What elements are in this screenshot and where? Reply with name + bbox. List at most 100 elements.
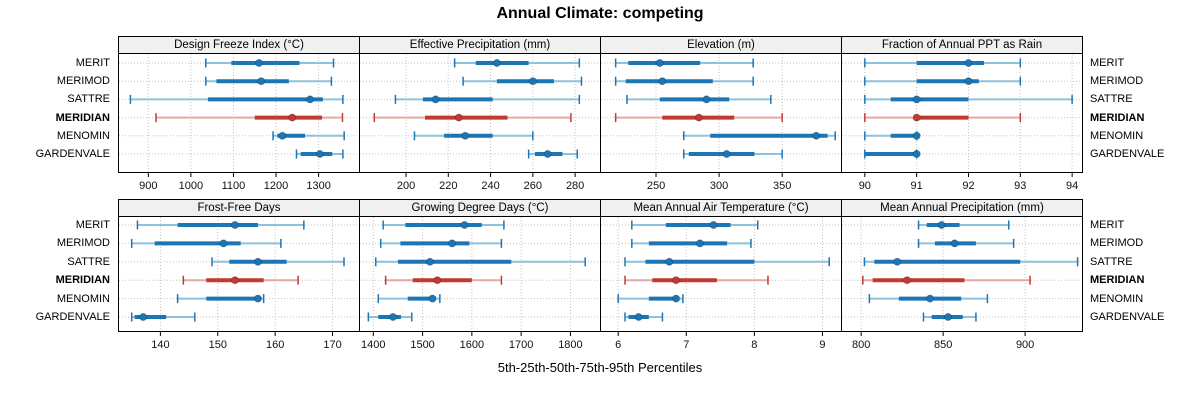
row-label-right-gardenvale: GARDENVALE: [1090, 148, 1165, 160]
median-dot: [543, 150, 552, 159]
median-dot: [460, 221, 469, 229]
median-dot: [944, 313, 953, 322]
row-label-left-gardenvale: GARDENVALE: [35, 311, 110, 323]
interval-frost-free-days-sattre: [211, 257, 345, 267]
interval-mean-annual-air-temperature-c-sattre: [624, 257, 830, 267]
interval-elevation-m-gardenvale: [683, 149, 783, 159]
axis-tick-label: 280: [566, 180, 584, 192]
median-dot: [528, 77, 537, 86]
median-dot: [431, 95, 440, 104]
median-dot: [253, 294, 262, 303]
row-label-right-menomin: MENOMIN: [1090, 292, 1144, 305]
interval-fraction-of-annual-ppt-as-rain-merimod: [864, 76, 1022, 86]
interval-design-freeze-index-c-gardenvale: [295, 149, 344, 159]
panel-strip-growing-degree-days-c: Growing Degree Days (°C): [359, 199, 601, 217]
median-dot: [912, 131, 921, 140]
interval-fraction-of-annual-ppt-as-rain-gardenvale: [864, 149, 921, 159]
axis-tick-label: 6: [615, 339, 621, 351]
interval-growing-degree-days-c-menomin: [377, 294, 441, 304]
axis-tick-label: 300: [710, 180, 728, 192]
row-label-left-sattre: SATTRE: [67, 255, 110, 268]
median-dot: [257, 77, 266, 86]
median-dot: [812, 131, 821, 140]
interval-mean-annual-air-temperature-c-menomin: [617, 294, 684, 304]
axis-tick-label: 150: [209, 339, 227, 351]
interval-fraction-of-annual-ppt-as-rain-sattre: [864, 94, 1073, 104]
median-dot: [722, 150, 731, 159]
median-dot: [903, 276, 912, 285]
median-dot: [926, 294, 935, 303]
axis-tick-label: 93: [1014, 180, 1026, 192]
panel-body-growing-degree-days-c: 1400 1500 1600 1700 1800: [359, 216, 601, 351]
axis-tick-label: 170: [323, 339, 341, 351]
median-dot: [255, 59, 264, 67]
median-dot: [253, 257, 262, 266]
axis-tick-label: 160: [266, 339, 284, 351]
interval-effective-precipitation-mm-sattre: [394, 94, 581, 104]
axis-tick-label: 94: [1066, 180, 1078, 192]
interval-mean-annual-precipitation-mm-merimod: [917, 238, 1015, 248]
row-label-right-sattre: SATTRE: [1090, 255, 1133, 268]
interval-frost-free-days-meridian: [182, 275, 299, 285]
row-label-right-merimod: MERIMOD: [1090, 237, 1144, 250]
row-label-right-merit: MERIT: [1090, 219, 1125, 231]
row-label-left-meridian: MERIDIAN: [55, 274, 110, 287]
axis-tick-label: 1700: [509, 339, 533, 351]
interval-design-freeze-index-c-menomin: [272, 131, 345, 141]
median-dot: [937, 221, 946, 229]
median-dot: [278, 131, 287, 140]
median-dot: [492, 59, 501, 67]
median-dot: [389, 313, 398, 322]
panel-body-design-freeze-index-c: 900 1000 1100 1200 1300: [118, 53, 360, 192]
axis-tick-label: 1800: [558, 339, 582, 351]
row-label-left-gardenvale: GARDENVALE: [35, 148, 110, 160]
panel-body-elevation-m: 250 300 350: [600, 53, 842, 192]
axis-tick-label: 1300: [306, 180, 330, 192]
axis-tick-label: 1000: [179, 180, 203, 192]
row-label-left-meridian: MERIDIAN: [55, 111, 110, 124]
panel-body-fraction-of-annual-ppt-as-rain: 90 91 92 93 94: [841, 53, 1083, 192]
interval-frost-free-days-gardenvale: [130, 312, 196, 322]
median-dot: [139, 313, 148, 322]
interval-growing-degree-days-c-sattre: [375, 257, 586, 267]
row-label-left-menomin: MENOMIN: [56, 129, 110, 142]
row-label-left-sattre: SATTRE: [67, 93, 110, 106]
median-dot: [655, 59, 664, 67]
interval-elevation-m-sattre: [626, 94, 772, 104]
row-label-left-merimod: MERIMOD: [56, 75, 110, 88]
row-label-left-merimod: MERIMOD: [56, 237, 110, 250]
interval-elevation-m-merimod: [614, 76, 754, 86]
panel-strip-mean-annual-air-temperature-c: Mean Annual Air Temperature (°C): [600, 199, 842, 217]
axis-tick-label: 220: [439, 180, 457, 192]
median-dot: [230, 276, 239, 285]
axis-tick-label: 9: [819, 339, 825, 351]
panel-strip-design-freeze-index-c: Design Freeze Index (°C): [118, 36, 360, 54]
interval-fraction-of-annual-ppt-as-rain-meridian: [864, 113, 1022, 123]
axis-tick-label: 1400: [361, 339, 385, 351]
interval-mean-annual-air-temperature-c-meridian: [624, 275, 769, 285]
row-label-right-meridian: MERIDIAN: [1090, 274, 1145, 287]
interval-design-freeze-index-c-sattre: [129, 94, 344, 104]
median-dot: [964, 77, 973, 86]
median-dot: [306, 95, 315, 104]
median-dot: [665, 257, 674, 266]
axis-caption: 5th-25th-50th-75th-95th Percentiles: [497, 360, 703, 375]
interval-frost-free-days-merimod: [130, 238, 282, 248]
interval-mean-annual-precipitation-mm-gardenvale: [922, 312, 977, 322]
axis-tick-label: 91: [911, 180, 923, 192]
median-dot: [634, 313, 643, 322]
axis-tick-label: 900: [1016, 339, 1034, 351]
axis-tick-label: 350: [773, 180, 791, 192]
axis-tick-label: 200: [397, 180, 415, 192]
panel-body-frost-free-days: 140 150 160 170: [118, 216, 360, 351]
interval-frost-free-days-menomin: [176, 294, 265, 304]
median-dot: [288, 113, 297, 122]
interval-design-freeze-index-c-merimod: [205, 76, 333, 86]
axis-tick-label: 1600: [460, 339, 484, 351]
median-dot: [230, 221, 239, 229]
median-dot: [912, 150, 921, 159]
interval-design-freeze-index-c-meridian: [155, 113, 344, 123]
interval-growing-degree-days-c-meridian: [384, 275, 503, 285]
axis-tick-label: 1500: [410, 339, 434, 351]
